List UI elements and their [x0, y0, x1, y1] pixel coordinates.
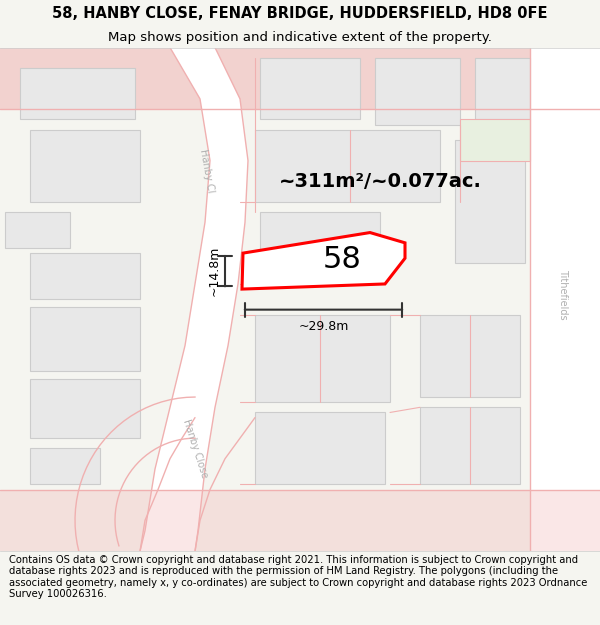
Polygon shape: [260, 212, 380, 284]
Polygon shape: [0, 48, 600, 109]
Text: Map shows position and indicative extent of the property.: Map shows position and indicative extent…: [108, 31, 492, 44]
Polygon shape: [242, 232, 405, 289]
Text: 58: 58: [322, 246, 361, 274]
Polygon shape: [5, 212, 70, 248]
Polygon shape: [140, 48, 248, 551]
Text: Tithefields: Tithefields: [558, 269, 568, 319]
Polygon shape: [260, 58, 360, 119]
Polygon shape: [30, 307, 140, 371]
Polygon shape: [30, 130, 140, 202]
Polygon shape: [420, 315, 520, 397]
Polygon shape: [30, 449, 100, 484]
Text: ~311m²/~0.077ac.: ~311m²/~0.077ac.: [278, 172, 481, 191]
Text: Hanby Close: Hanby Close: [181, 418, 209, 479]
Text: 58, HANBY CLOSE, FENAY BRIDGE, HUDDERSFIELD, HD8 0FE: 58, HANBY CLOSE, FENAY BRIDGE, HUDDERSFI…: [52, 6, 548, 21]
Polygon shape: [0, 489, 600, 551]
Text: ~14.8m: ~14.8m: [208, 246, 221, 296]
Text: Hanby Cl: Hanby Cl: [198, 148, 216, 194]
Polygon shape: [20, 68, 135, 119]
Polygon shape: [30, 253, 140, 299]
Polygon shape: [455, 140, 525, 263]
Text: ~29.8m: ~29.8m: [298, 320, 349, 333]
Text: Contains OS data © Crown copyright and database right 2021. This information is : Contains OS data © Crown copyright and d…: [9, 554, 587, 599]
Polygon shape: [255, 412, 385, 484]
Polygon shape: [30, 379, 140, 438]
Polygon shape: [420, 408, 520, 484]
Polygon shape: [375, 58, 460, 124]
Polygon shape: [255, 130, 440, 202]
Polygon shape: [255, 315, 390, 402]
Polygon shape: [530, 48, 600, 551]
Polygon shape: [460, 119, 530, 161]
Polygon shape: [475, 58, 530, 119]
